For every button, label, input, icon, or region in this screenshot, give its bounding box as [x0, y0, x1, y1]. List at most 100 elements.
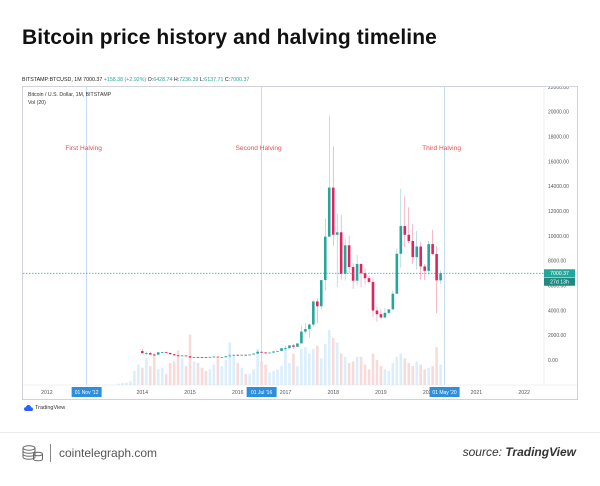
volume-bar: [292, 353, 295, 385]
halving-date-badges: 01 Nov '12 01 Jul '16 01 May '20: [71, 387, 460, 397]
volume-bar: [304, 347, 307, 385]
volume-bar: [439, 364, 442, 385]
volume-bars: [117, 330, 442, 385]
chart-frame[interactable]: First Halving Second Halving Third Halving…: [22, 86, 578, 400]
volume-bar: [296, 366, 299, 385]
x-tick-label: 2012: [41, 390, 53, 396]
volume-bar: [272, 370, 275, 385]
candle-body: [192, 357, 196, 358]
volume-bar: [248, 374, 251, 385]
candle-body: [327, 187, 331, 237]
y-tick-label: 0.00: [548, 358, 558, 364]
candle-body: [200, 357, 204, 358]
candle-body: [292, 345, 295, 347]
volume-bar: [435, 347, 438, 385]
candle-body: [252, 353, 255, 355]
candle-body: [288, 345, 291, 349]
candle-body: [323, 236, 327, 281]
volume-bar: [200, 367, 204, 385]
volume-bar: [423, 369, 426, 385]
volume-bar: [148, 366, 152, 385]
volume-bar: [343, 356, 347, 385]
volume-bar: [133, 370, 136, 385]
candle-body: [300, 331, 303, 344]
candle-body: [280, 348, 283, 351]
brand-separator: [50, 444, 51, 462]
volume-bar: [383, 369, 387, 385]
volume-bar: [363, 364, 367, 385]
candle-body: [268, 352, 271, 354]
volume-bar: [256, 348, 259, 385]
page-title: Bitcoin price history and halving timeli…: [22, 26, 437, 49]
ticker-high-value: 7236.39: [179, 77, 199, 83]
volume-bar: [188, 334, 192, 385]
halving-badge-bg-1: [71, 387, 102, 397]
x-tick-label: 2016: [232, 390, 244, 396]
candle-body: [387, 309, 391, 313]
candle-body: [260, 351, 263, 353]
volume-bar: [347, 363, 351, 385]
volume-bar: [335, 342, 339, 385]
candle-body: [176, 355, 180, 357]
candle-body: [331, 187, 335, 235]
candle-body: [351, 267, 355, 281]
candle-body: [308, 324, 311, 330]
tradingview-logo[interactable]: TradingView: [24, 405, 65, 411]
footer-divider: [0, 432, 600, 433]
y-tick-label: 6000.00: [548, 283, 566, 289]
candle-body: [152, 354, 156, 356]
price-badge: 7000.37 27d 13h: [544, 269, 575, 286]
source-name: TradingView: [505, 445, 576, 459]
ticker-open-value: 6428.74: [153, 77, 173, 83]
price-axis: 0.00 2000.00 4000.00 6000.00 8000.00 10000.00…: [548, 87, 569, 364]
volume-bar: [391, 363, 395, 385]
volume-bar: [232, 355, 236, 385]
volume-bar: [403, 358, 407, 385]
candle-body: [304, 329, 307, 332]
brand-name[interactable]: cointelegraph.com: [59, 446, 158, 460]
candle-body: [343, 245, 347, 274]
candle-body: [224, 356, 228, 358]
x-tick-label: 2015: [184, 390, 196, 396]
candle-body: [419, 246, 423, 267]
volume-bar: [152, 353, 156, 385]
candle-body: [355, 263, 359, 281]
volume-bar: [212, 364, 216, 385]
cointelegraph-brand[interactable]: cointelegraph.com: [22, 444, 157, 462]
volume-bar: [121, 383, 124, 385]
coin-stack-icon: [22, 445, 43, 462]
volume-bar: [312, 348, 315, 385]
halving-badge-bg-2: [246, 387, 277, 397]
candle-body: [347, 245, 351, 268]
y-tick-label: 12000.00: [548, 209, 569, 215]
volume-bar: [137, 364, 140, 385]
candle-body: [319, 280, 323, 307]
candle-body: [383, 312, 387, 318]
candle-body: [363, 273, 367, 279]
volume-bar: [220, 366, 224, 385]
halving-label-3: Third Halving: [422, 145, 461, 152]
candle-body: [216, 356, 220, 358]
source-credit: source: TradingView: [463, 445, 576, 459]
y-tick-label: 16000.00: [548, 159, 569, 165]
price-chart[interactable]: First Halving Second Halving Third Halving…: [23, 87, 577, 399]
halving-badge-text-2: 01 Jul '16: [251, 390, 272, 396]
y-tick-label: 18000.00: [548, 134, 569, 140]
candle-body: [371, 281, 375, 311]
volume-bar: [176, 350, 180, 385]
candle-body: [232, 354, 236, 356]
volume-bar: [327, 330, 331, 385]
candle-body: [359, 263, 363, 274]
volume-bar: [236, 363, 240, 385]
ticker-symbol: BITSTAMP:BTCUSD, 1M: [22, 77, 82, 83]
volume-bar: [172, 361, 176, 385]
volume-bar: [156, 369, 160, 385]
volume-bar: [224, 359, 228, 385]
volume-bar: [184, 366, 188, 385]
volume-bar: [351, 361, 355, 385]
candle-body: [296, 343, 299, 347]
volume-bar: [244, 374, 248, 385]
volume-bar: [129, 381, 132, 385]
candle-body: [204, 357, 208, 359]
candle-body: [164, 352, 168, 354]
